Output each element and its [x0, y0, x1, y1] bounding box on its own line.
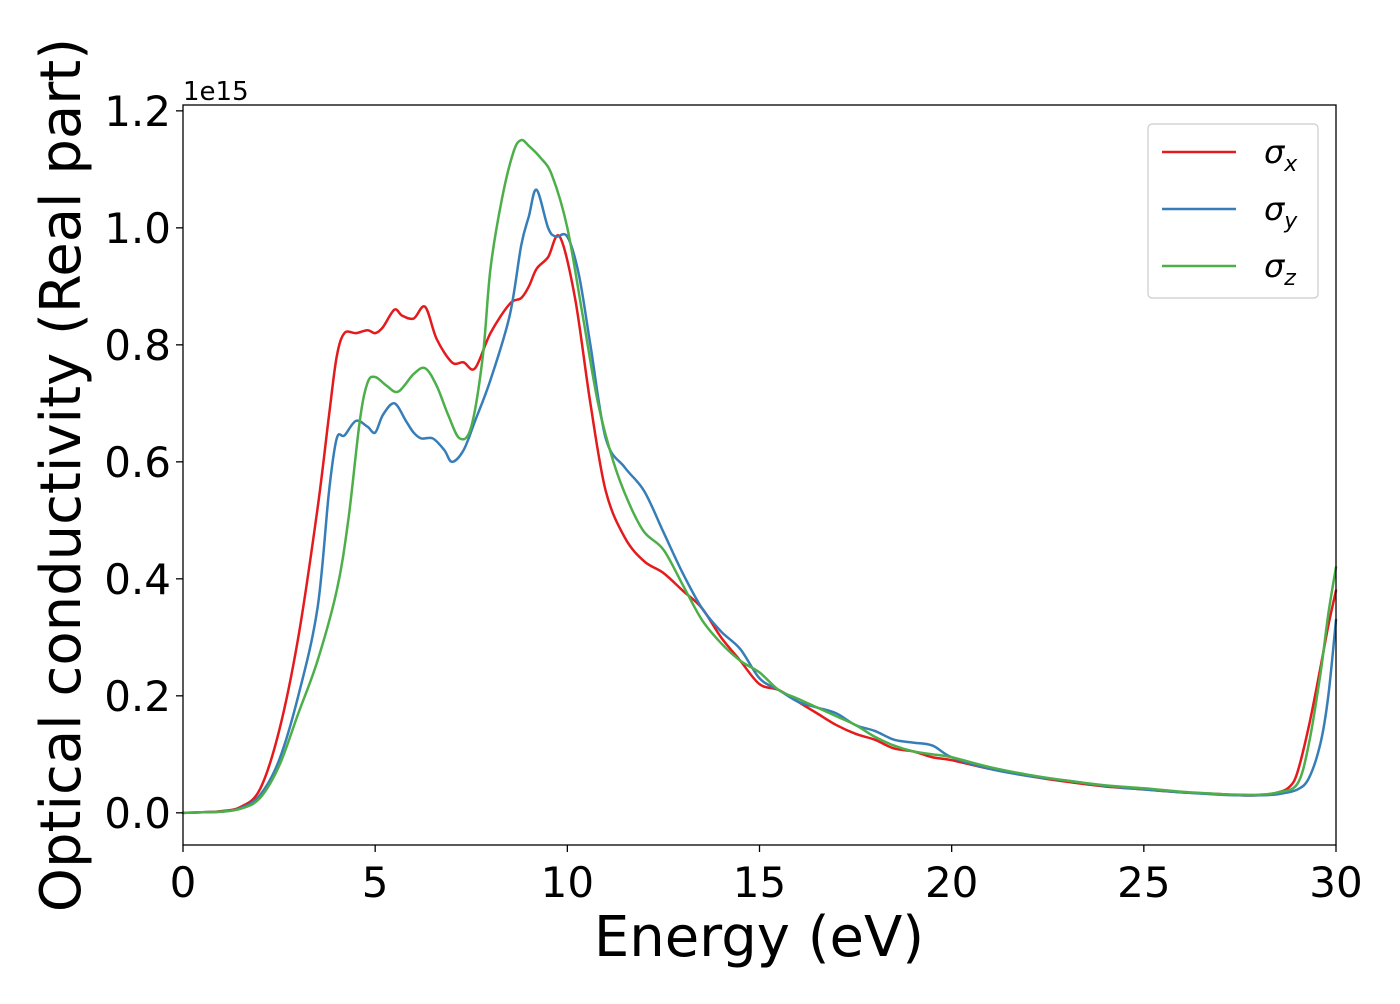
y-tick-label: 1.0 — [104, 204, 171, 253]
x-tick-label: 30 — [1309, 858, 1362, 907]
legend: σx σy σz — [1147, 123, 1319, 299]
series-lines — [181, 138, 1338, 815]
y-axis-label: Optical conductivity (Real part) — [29, 38, 94, 912]
x-axis-label: Energy (eV) — [594, 905, 924, 970]
y-tick-label: 0.6 — [104, 438, 171, 487]
legend-items: σx σy σz — [1162, 133, 1298, 291]
y-tick-label: 0.4 — [104, 555, 171, 604]
y-tick-label: 0.8 — [104, 321, 171, 370]
legend-label-x: σx — [1264, 133, 1298, 177]
y-offset-text: 1e15 — [183, 77, 249, 107]
x-tick-label: 20 — [925, 858, 978, 907]
legend-label-z: σz — [1264, 247, 1296, 291]
y-tick-label: 0.2 — [104, 672, 171, 721]
y-tick-label: 1.2 — [104, 87, 171, 136]
series-line-z — [181, 138, 1338, 815]
x-axis-ticks: 0 5 10 15 20 25 30 — [170, 845, 1363, 907]
x-tick-label: 0 — [170, 858, 197, 907]
x-tick-label: 10 — [541, 858, 594, 907]
x-tick-label: 25 — [1117, 858, 1170, 907]
y-tick-label: 0.0 — [104, 789, 171, 838]
x-tick-label: 5 — [362, 858, 389, 907]
x-tick-label: 15 — [733, 858, 786, 907]
series-line-x — [181, 234, 1338, 815]
legend-box — [1147, 123, 1319, 299]
legend-label-y: σy — [1264, 190, 1298, 234]
y-axis-ticks: 0.0 0.2 0.4 0.6 0.8 1.0 1.2 — [104, 87, 183, 838]
